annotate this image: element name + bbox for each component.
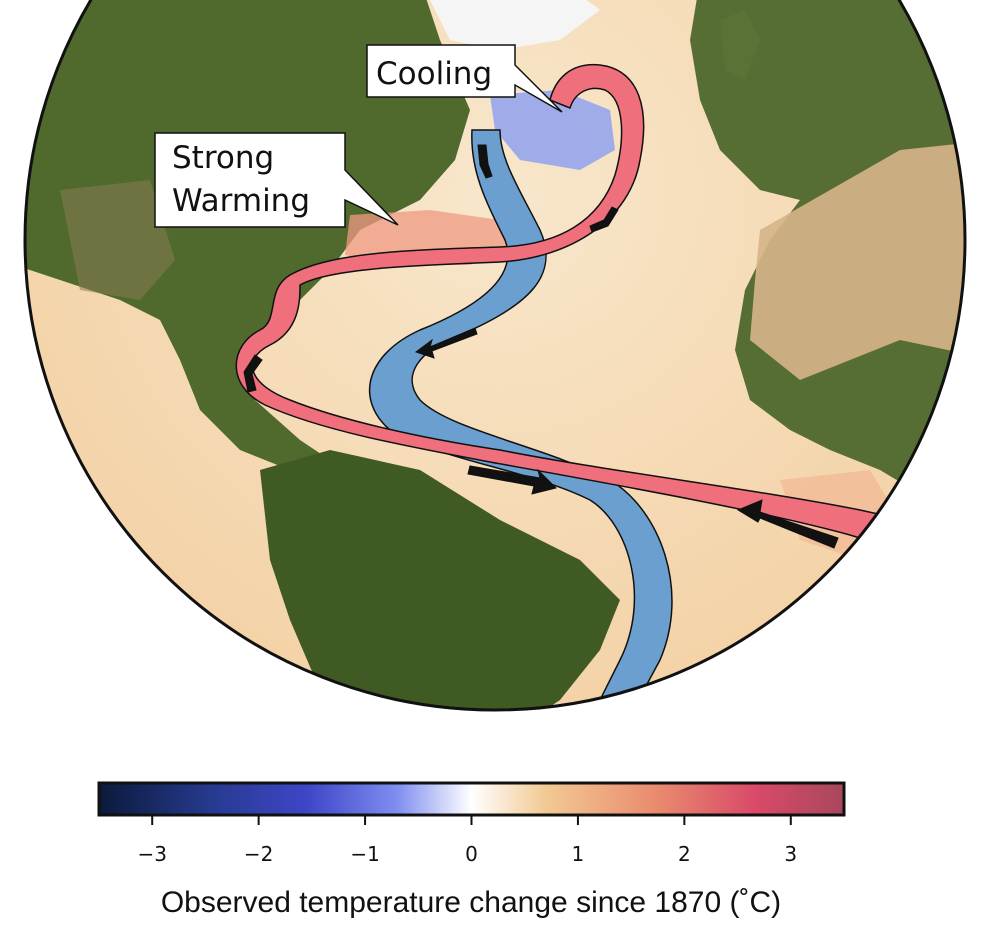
colorbar: −3 −2 −1 0 1 2 3 Observed temperature change s… xyxy=(97,781,846,919)
strong-warming-callout: Strong Warming xyxy=(154,132,399,228)
colorbar-title: Observed temperature change since 1870 (… xyxy=(161,886,781,919)
arrow-south-atlantic-warm xyxy=(736,499,839,549)
colorbar-tick-label: −3 xyxy=(137,842,166,866)
cooling-callout-box xyxy=(366,44,563,113)
colorbar-bar xyxy=(97,781,846,817)
arrow-north-warm xyxy=(589,206,619,233)
cooling-anomaly xyxy=(490,90,615,170)
arrow-equatorial-cold xyxy=(467,465,557,495)
british-isles xyxy=(720,10,760,80)
colorbar-tick-label: 3 xyxy=(784,842,797,866)
greenland xyxy=(420,0,600,50)
arrow-north-cold xyxy=(477,144,493,179)
colorbar-tick-label: 2 xyxy=(678,842,691,866)
arrow-gulf-loop xyxy=(243,354,263,393)
strong-warming-label-line1: Strong xyxy=(172,140,274,176)
colorbar-tick-label: −1 xyxy=(350,842,379,866)
cooling-callout: Cooling xyxy=(366,44,563,113)
sahara xyxy=(750,140,965,380)
north-america-arid xyxy=(60,180,175,300)
globe-outline xyxy=(23,0,967,712)
south-america xyxy=(260,450,620,710)
globe xyxy=(25,0,965,710)
strong-warming-callout-box xyxy=(154,132,399,228)
strong-warming-label-line2: Warming xyxy=(172,183,310,219)
cooling-label: Cooling xyxy=(376,56,492,92)
colorbar-tick-label: −2 xyxy=(244,842,273,866)
colorbar-tick-label: 1 xyxy=(572,842,585,866)
colorbar-ticks: −3 −2 −1 0 1 2 3 xyxy=(137,815,797,866)
colorbar-tick-label: 0 xyxy=(465,842,478,866)
arrow-mid-cold xyxy=(414,327,478,359)
flow-arrows xyxy=(243,144,839,549)
